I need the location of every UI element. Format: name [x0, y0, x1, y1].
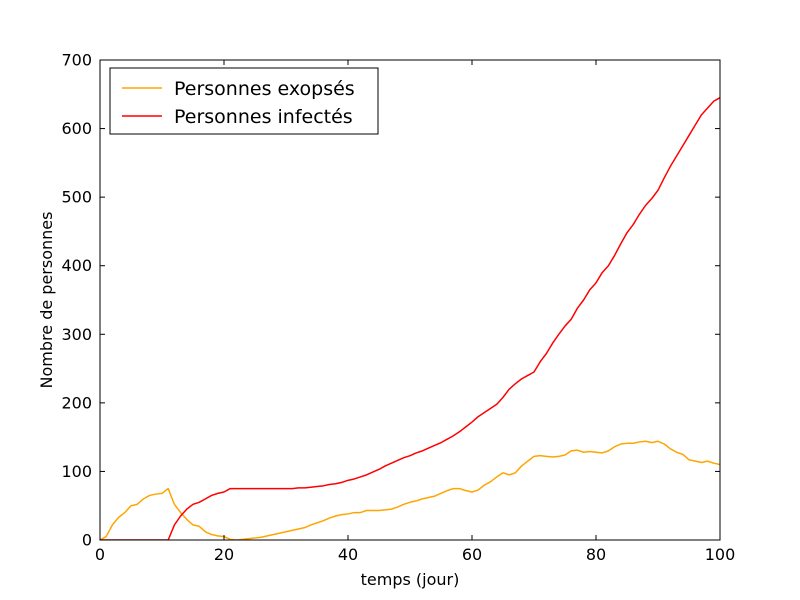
x-tick-label: 20	[214, 545, 234, 564]
y-tick-label: 500	[61, 188, 92, 207]
legend-label-exposed: Personnes exopsés	[174, 78, 355, 100]
series-layer	[100, 97, 720, 540]
series-line-infected	[100, 97, 720, 540]
y-tick-label: 200	[61, 393, 92, 412]
y-tick-label: 700	[61, 51, 92, 70]
ticks-layer: 0 20 40 60 80 100 0 100 200 300 400 500 600 700	[61, 51, 735, 565]
legend-label-infected: Personnes infectés	[174, 106, 353, 128]
x-tick-label: 0	[95, 545, 105, 564]
y-tick-label: 400	[61, 256, 92, 275]
legend: Personnes exopsés Personnes infectés	[109, 67, 379, 135]
y-axis-label: Nombre de personnes	[37, 212, 56, 389]
x-tick-label: 100	[705, 545, 736, 564]
y-tick-label: 100	[61, 462, 92, 481]
x-tick-label: 60	[462, 545, 482, 564]
x-tick-label: 40	[338, 545, 358, 564]
y-tick-label: 0	[82, 531, 92, 550]
plot-frame	[99, 59, 721, 541]
series-line-exposed	[100, 440, 720, 540]
y-tick-label: 300	[61, 325, 92, 344]
x-axis-label: temps (jour)	[361, 570, 460, 589]
x-tick-label: 80	[586, 545, 606, 564]
legend-box	[109, 67, 379, 135]
y-tick-label: 600	[61, 119, 92, 138]
plot-area	[100, 60, 720, 540]
